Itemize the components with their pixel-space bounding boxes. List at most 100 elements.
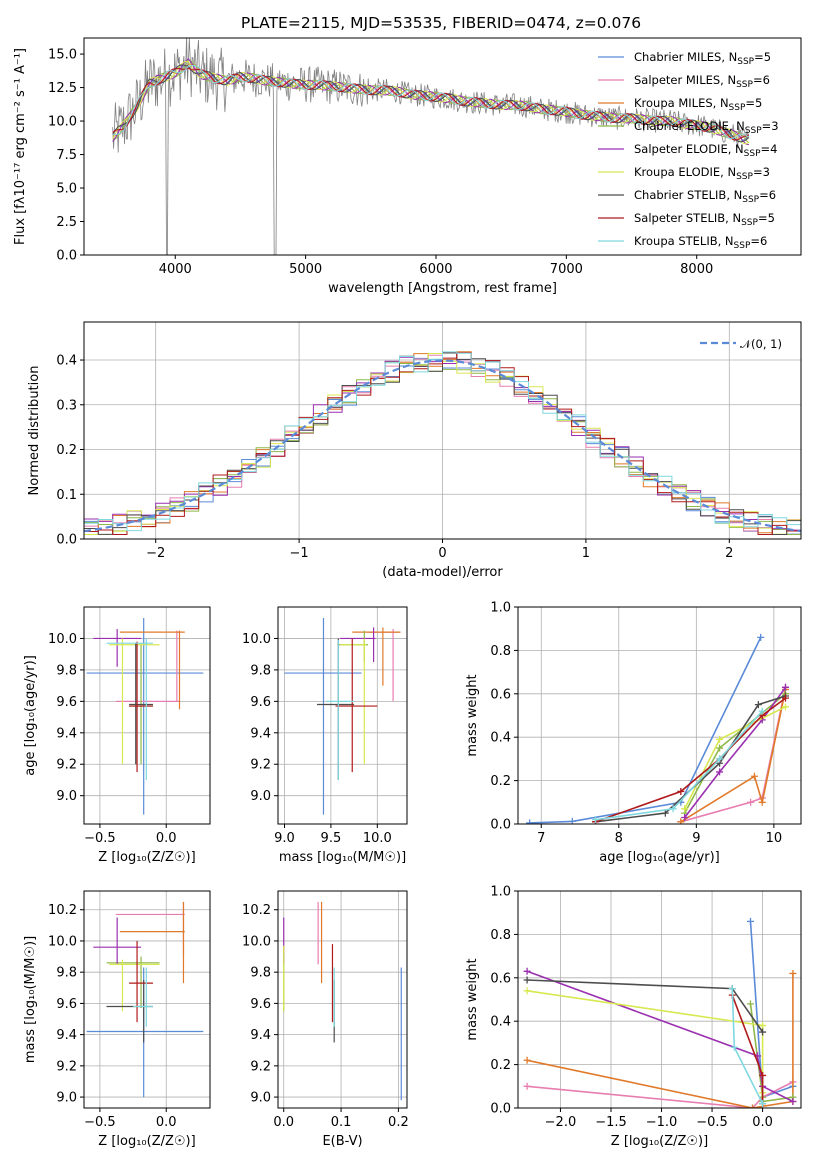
age_vs_mass-frame: 9.0 9.5 10.0 9.0 9.2 9.4 9.6 9.8 10.0 mass [log₁₀…: [242, 606, 408, 865]
x-tick-label: −0.5: [84, 1115, 116, 1130]
legend-entry: Kroupa MILES, NSSP=5: [634, 96, 762, 113]
errorbar-kroupa-miles: [119, 901, 185, 984]
series-marker: [758, 707, 766, 715]
x-tick-label: −1.0: [646, 1115, 678, 1130]
y-tick-label: 0.0: [56, 533, 77, 548]
x-axis-label: wavelength [Angstrom, rest frame]: [328, 281, 557, 296]
mass_vs_Z-plot-area: [86, 901, 204, 1098]
model-line-kroupa-elodie: [112, 61, 750, 145]
mass_vs_Z-frame: −0.5 0.0 9.0 9.2 9.4 9.6 9.8 10.0 10.2 Z [log₁₀(Z…: [23, 890, 211, 1149]
series-line-chabrier-stelib: [527, 979, 764, 1033]
errorbar-salpeter-stelib: [129, 641, 153, 773]
errorbar-kroupa-stelib: [106, 638, 153, 780]
errorbar-kroupa-stelib: [326, 640, 355, 780]
series-line-kroupa-stelib: [595, 710, 763, 821]
series-marker: [716, 735, 724, 743]
y-tick-label: 9.8: [56, 663, 77, 678]
y-tick-label: 10.2: [48, 903, 77, 918]
y-tick-label: 0.2: [490, 774, 511, 789]
weight_vs_Z-plot-area: [523, 917, 797, 1108]
x-tick-label: 8: [615, 831, 623, 846]
series-marker: [681, 805, 689, 813]
series-marker: [592, 816, 600, 824]
axes-frame: [517, 606, 802, 825]
age_vs_Z-panel: −0.5 0.0 9.0 9.2 9.4 9.6 9.8 10.0 Z [log₁₀(Z/Z☉)…: [23, 606, 211, 865]
x-tick-label: 5000: [289, 262, 322, 277]
series-marker: [716, 755, 724, 763]
y-tick-label: 9.8: [56, 966, 77, 981]
y-tick-label: 1.0: [490, 885, 511, 900]
series-marker: [781, 694, 789, 702]
x-tick-label: 7: [537, 831, 545, 846]
series-marker: [759, 1100, 767, 1108]
x-axis-label: E(B-V): [322, 1134, 362, 1149]
y-tick-label: 0.0: [56, 249, 77, 264]
age_vs_Z-frame: −0.5 0.0 9.0 9.2 9.4 9.6 9.8 10.0 Z [log₁₀(Z/Z☉)…: [23, 606, 211, 865]
series-line-salpeter-miles: [527, 1081, 794, 1108]
x-axis-label: (data-model)/error: [382, 565, 503, 580]
legend-entry: Kroupa ELODIE, NSSP=3: [634, 165, 770, 182]
x-axis-label: mass [log₁₀(M/M☉)]: [279, 850, 406, 865]
errorbar-chabrier-elodie: [129, 643, 153, 765]
errorbar-kroupa-stelib: [133, 967, 153, 1027]
errorbar-chabrier-miles: [86, 618, 204, 815]
errorbar-kroupa-elodie: [109, 959, 160, 1012]
errorbar-salpeter-elodie: [340, 627, 376, 663]
series-line-kroupa-miles: [526, 973, 794, 1108]
x-tick-label: −2.0: [545, 1115, 577, 1130]
y-tick-label: 0.2: [56, 443, 77, 458]
axes-frame: [83, 606, 211, 825]
mass_vs_ebv-panel: 0.0 0.1 0.2 9.0 9.2 9.4 9.6 9.8 10.0 10.2 E(B-V): [242, 890, 409, 1149]
model-line-chabrier-elodie: [112, 59, 750, 144]
y-tick-label: 9.2: [250, 1059, 271, 1074]
y-tick-label: 10.2: [242, 903, 271, 918]
errorbar-kroupa-elodie: [109, 638, 160, 765]
series-marker: [747, 798, 755, 806]
series-marker: [661, 809, 669, 817]
x-tick-label: 7000: [550, 262, 583, 277]
y-tick-label: 9.2: [250, 758, 271, 773]
mass_vs_ebv-plot-area: [283, 901, 402, 1101]
mass_vs_ebv-frame: 0.0 0.1 0.2 9.0 9.2 9.4 9.6 9.8 10.0 10.2 E(B-V): [242, 890, 409, 1149]
legend-entry: Chabrier STELIB, NSSP=6: [634, 188, 776, 205]
y-axis-label: mass [log₁₀(M/M☉)]: [23, 936, 38, 1063]
y-tick-label: 9.6: [250, 695, 271, 710]
x-tick-label: 0.1: [331, 1115, 352, 1130]
axes-frame: [277, 890, 408, 1109]
series-marker: [681, 813, 689, 821]
y-tick-label: 9.6: [56, 695, 77, 710]
y-tick-label: 0.0: [490, 1102, 511, 1117]
model-line-chabrier-miles: [112, 65, 750, 142]
y-tick-label: 0.1: [56, 488, 77, 503]
series-marker: [750, 772, 758, 780]
x-tick-label: 10.0: [363, 831, 392, 846]
series-marker: [523, 1082, 531, 1090]
x-tick-label: 0.0: [752, 1115, 773, 1130]
x-tick-label: −2: [146, 546, 165, 561]
series-line-chabrier-miles: [749, 921, 794, 1099]
series-marker: [759, 1071, 767, 1079]
series-marker: [758, 798, 766, 806]
x-tick-label: 0: [438, 546, 446, 561]
series-marker: [523, 987, 531, 995]
y-tick-label: 2.5: [56, 215, 77, 230]
y-tick-label: 9.8: [250, 966, 271, 981]
y-tick-label: 9.2: [56, 758, 77, 773]
x-tick-label: 6000: [419, 262, 452, 277]
series-marker: [789, 1097, 797, 1105]
series-marker: [746, 917, 754, 925]
weight_vs_age-frame: 7 8 9 10 0.0 0.2 0.4 0.6 0.8 1.0 age [log₁₀(age/yr…: [465, 601, 802, 865]
weight_vs_Z-frame: −2.0 −1.5 −1.0 −0.5 0.0 0.0 0.2 0.4 0.6 0.8 1.0 Z […: [465, 885, 802, 1149]
x-axis-label: Z [log₁₀(Z/Z☉)]: [98, 850, 195, 865]
y-tick-label: 9.0: [250, 789, 271, 804]
spectrum-panel: 4000 5000 6000 7000 8000 0.0 2.5 5.0 7.5 10.0 12.5…: [13, 37, 802, 296]
series-marker: [746, 1000, 754, 1008]
series-marker: [677, 818, 685, 824]
series-marker: [523, 967, 531, 975]
x-tick-label: 0.0: [156, 1115, 177, 1130]
x-tick-label: −1: [290, 546, 309, 561]
y-axis-label: Normed distribution: [27, 366, 42, 496]
y-tick-label: 0.8: [490, 644, 511, 659]
x-tick-label: 0.0: [273, 1115, 294, 1130]
